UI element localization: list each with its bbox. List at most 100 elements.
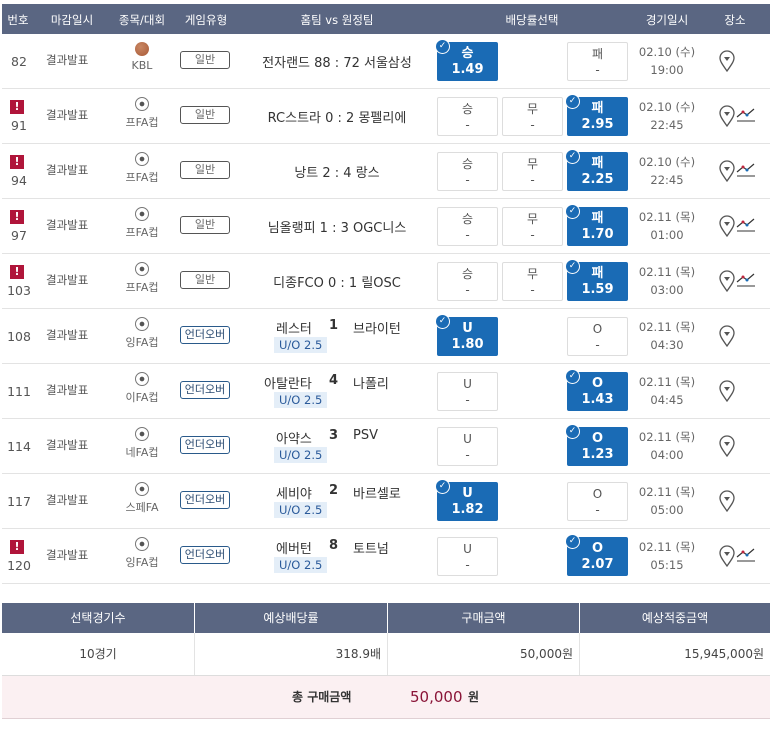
odds-button[interactable]: ✓ U 1.80 xyxy=(435,314,498,356)
location-pin-icon[interactable] xyxy=(718,380,736,405)
table-row: 82 결과발표 KBL 일반 전자랜드 88 : 72 서울삼성 ✓ 승 1.49 패 -02.1… xyxy=(2,34,770,89)
odds-button[interactable]: U- xyxy=(437,427,498,466)
away-team: 바르셀로 xyxy=(353,487,401,502)
close-status: 결과발표 xyxy=(46,53,89,67)
close-status: 결과발표 xyxy=(46,273,89,287)
odds-trend-icon[interactable] xyxy=(736,272,756,291)
odds-value: - xyxy=(530,228,535,242)
warning-icon: ! xyxy=(10,210,24,224)
odds-value: - xyxy=(465,283,470,297)
odds-label: 무 xyxy=(526,267,539,281)
odds-label: O xyxy=(591,431,604,446)
table-header: 번호 마감일시 종목/대회 게임유형 홈팀 vs 원정팀 배당률선택 경기일시 … xyxy=(2,4,770,34)
sport-league: 프FA컵 xyxy=(120,152,164,185)
odds-button[interactable]: 승- xyxy=(437,152,498,191)
match-result: RC스트라 0 : 2 몽펠리에 xyxy=(267,111,407,126)
summary-header: 선택경기수 예상배당률 구매금액 예상적중금액 xyxy=(2,603,770,633)
odds-button[interactable]: 무- xyxy=(502,152,563,191)
game-number: 120 xyxy=(7,558,31,573)
odds-trend-icon[interactable] xyxy=(736,547,756,566)
match-result: 낭트 2 : 4 랑스 xyxy=(294,166,380,181)
league-name: 프FA컵 xyxy=(125,116,159,129)
warning-icon: ! xyxy=(10,155,24,169)
odds-trend-icon[interactable] xyxy=(736,217,756,236)
odds-button[interactable]: 무- xyxy=(502,97,563,136)
match-time: 05:00 xyxy=(650,503,684,517)
check-icon: ✓ xyxy=(565,149,580,164)
summary-h-odds: 예상배당률 xyxy=(195,603,388,633)
odds-button[interactable]: ✓ 패 1.70 xyxy=(565,204,628,246)
odds-trend-icon[interactable] xyxy=(736,107,756,126)
odds-label: U xyxy=(462,486,473,501)
warning-icon: ! xyxy=(10,100,24,114)
league-name: 프FA컵 xyxy=(125,281,159,294)
match-datetime: 02.10 (수) 19:00 xyxy=(632,43,702,79)
odds-button[interactable]: O- xyxy=(567,317,628,356)
odds-button[interactable]: ✓ O 1.43 xyxy=(565,369,628,411)
odds-button[interactable]: 승- xyxy=(437,207,498,246)
odds-value: 2.25 xyxy=(581,172,614,187)
odds-button[interactable]: 패- xyxy=(567,42,628,81)
match-time: 04:45 xyxy=(650,393,684,407)
odds-button[interactable]: ✓ O 1.23 xyxy=(565,424,628,466)
odds-value: 1.70 xyxy=(581,227,614,242)
match-result: 님올랭피 1 : 3 OGC니스 xyxy=(267,221,407,236)
col-close: 마감일시 xyxy=(50,13,94,27)
home-team: 아탈란타 xyxy=(264,377,312,392)
odds-value: - xyxy=(465,393,470,407)
league-name: 잉FA컵 xyxy=(125,556,159,569)
odds-value: - xyxy=(465,448,470,462)
odds-button[interactable]: U- xyxy=(437,372,498,411)
odds-button[interactable]: ✓ 패 2.25 xyxy=(565,149,628,191)
odds-button[interactable]: 승- xyxy=(437,97,498,136)
odds-button[interactable]: 무- xyxy=(502,207,563,246)
uo-line-badge: U/O 2.5 xyxy=(274,392,328,408)
odds-button[interactable]: 승- xyxy=(437,262,498,301)
score: 1 xyxy=(329,318,339,333)
odds-label: 승 xyxy=(461,267,474,281)
location-pin-icon[interactable] xyxy=(718,325,736,350)
odds-button[interactable]: 무- xyxy=(502,262,563,301)
game-type-badge: 일반 xyxy=(180,271,230,289)
location-pin-icon[interactable] xyxy=(718,215,736,240)
location-pin-icon[interactable] xyxy=(718,490,736,515)
table-row: ! 94 결과발표 프FA컵 일반 낭트 2 : 4 랑스 승 - 무 - ✓ 패 2.25 02.10 … xyxy=(2,144,770,199)
summary-h-count: 선택경기수 xyxy=(2,603,195,633)
game-type-badge: 일반 xyxy=(180,216,230,234)
odds-button[interactable]: ✓ O 2.07 xyxy=(565,534,628,576)
odds-button[interactable]: U- xyxy=(437,537,498,576)
warning-icon: ! xyxy=(10,540,24,554)
game-number: 111 xyxy=(7,384,31,399)
odds-button[interactable]: ✓ 패 2.95 xyxy=(565,94,628,136)
match-date: 02.11 (목) xyxy=(638,430,696,444)
odds-trend-icon[interactable] xyxy=(736,162,756,181)
odds-button[interactable]: ✓ U 1.82 xyxy=(435,479,498,521)
location-pin-icon[interactable] xyxy=(718,545,736,570)
away-team: 브라이턴 xyxy=(353,322,401,337)
location-pin-icon[interactable] xyxy=(718,50,736,75)
odds-value: - xyxy=(465,558,470,572)
odds-button[interactable]: ✓ 승 1.49 xyxy=(435,39,498,81)
basketball-icon xyxy=(135,42,149,56)
uo-line-badge: U/O 2.5 xyxy=(274,502,328,518)
check-icon: ✓ xyxy=(565,204,580,219)
location-pin-icon[interactable] xyxy=(718,160,736,185)
match-result: 디종FCO 0 : 1 릴OSC xyxy=(273,276,401,291)
sport-league: 잉FA컵 xyxy=(120,317,164,350)
odds-label: O xyxy=(591,376,604,391)
match-date: 02.11 (목) xyxy=(638,320,696,334)
location-pin-icon[interactable] xyxy=(718,105,736,130)
game-type-badge: 일반 xyxy=(180,51,230,69)
odds-button[interactable]: O- xyxy=(567,482,628,521)
match-time: 05:15 xyxy=(650,558,684,572)
uo-line-badge: U/O 2.5 xyxy=(274,557,328,573)
location-pin-icon[interactable] xyxy=(718,435,736,460)
close-status: 결과발표 xyxy=(46,548,89,562)
odds-value: 1.43 xyxy=(581,392,614,407)
match-datetime: 02.11 (목) 05:00 xyxy=(632,483,702,519)
match-time: 19:00 xyxy=(650,63,684,77)
soccer-icon xyxy=(135,152,149,166)
odds-button[interactable]: ✓ 패 1.59 xyxy=(565,259,628,301)
location-pin-icon[interactable] xyxy=(718,270,736,295)
match-datetime: 02.11 (목) 04:30 xyxy=(632,318,702,354)
